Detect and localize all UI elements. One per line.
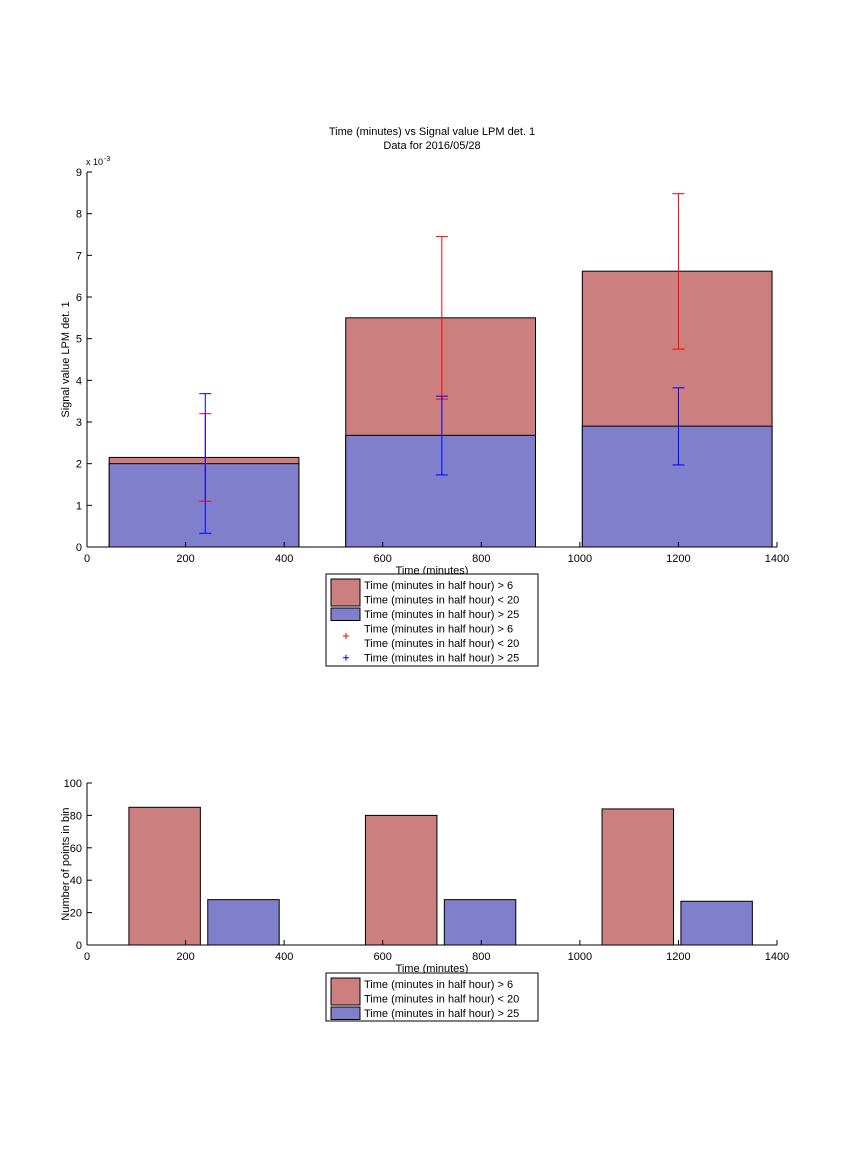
count-x-tick-label: 1200 — [666, 951, 690, 963]
y-exponent-label: x 10 — [86, 157, 103, 167]
count-y-tick-label: 80 — [70, 810, 82, 822]
legend-blue-patch — [330, 1006, 361, 1020]
count-y-tick-label: 20 — [70, 908, 82, 920]
count-y-tick-label: 100 — [64, 778, 82, 790]
legend-box — [325, 972, 539, 1022]
count-x-tick-label: 1000 — [568, 951, 592, 963]
signal-y-tick-label: 8 — [76, 209, 82, 221]
count-y-tick-label: 60 — [70, 843, 82, 855]
legend-label: Time (minutes in half hour) > 6 — [364, 580, 513, 592]
signal-x-tick-label: 1200 — [666, 553, 690, 565]
legend-box — [325, 573, 539, 667]
signal-y-tick-label: 9 — [76, 167, 82, 179]
count-x-tick-label: 600 — [374, 951, 392, 963]
signal-x-tick-label: 1000 — [568, 553, 592, 565]
bar-blue — [581, 425, 773, 548]
legend-label: Time (minutes in half hour) > 6 — [364, 624, 513, 636]
legend-label: Time (minutes in half hour) > 6 — [364, 979, 513, 991]
count-y-tick-label: 0 — [76, 940, 82, 952]
legend-red-patch — [330, 578, 361, 607]
count-bar-red — [601, 808, 674, 946]
signal-y-tick-label: 1 — [76, 500, 82, 512]
signal-y-tick-label: 7 — [76, 250, 82, 262]
signal-x-tick-label: 1400 — [765, 553, 789, 565]
count-bar-blue — [207, 899, 280, 946]
count-chart: 0 200 400 600 800 1000 1200 1400 0 20 40 60 80 100 Tim… — [60, 778, 789, 975]
legend-label: Time (minutes in half hour) > 25 — [364, 653, 519, 665]
count-y-axis-label: Number of points in bin — [60, 807, 72, 920]
signal-y-tick-label: 0 — [76, 542, 82, 554]
count-chart-legend: Time (minutes in half hour) > 6 Time (min… — [325, 972, 539, 1022]
signal-y-tick-label: 5 — [76, 334, 82, 346]
count-bar-red — [364, 814, 438, 946]
count-x-tick-label: 0 — [84, 951, 90, 963]
legend-label: Time (minutes in half hour) < 20 — [364, 994, 519, 1006]
legend-red-patch — [330, 977, 361, 1006]
signal-chart-legend: Time (minutes in half hour) > 6 Time (min… — [325, 573, 539, 667]
legend-label: Time (minutes in half hour) > 25 — [364, 609, 519, 621]
bar-blue — [108, 463, 300, 548]
signal-y-axis-label: Signal value LPM det. 1 — [60, 301, 72, 417]
signal-x-tick-label: 200 — [176, 553, 194, 565]
signal-y-tick-label: 2 — [76, 459, 82, 471]
signal-x-tick-label: 800 — [472, 553, 490, 565]
count-bar-red — [128, 806, 201, 946]
count-x-tick-label: 200 — [176, 951, 194, 963]
count-x-tick-label: 1400 — [765, 951, 789, 963]
legend-label: Time (minutes in half hour) < 20 — [364, 595, 519, 607]
signal-chart: 0 200 400 600 800 1000 1200 14000123456789Time … — [60, 156, 789, 577]
bar-blue — [345, 434, 536, 548]
count-y-tick-label: 40 — [70, 875, 82, 887]
signal-y-tick-label: 4 — [76, 375, 82, 387]
signal-x-tick-label: 600 — [374, 553, 392, 565]
count-bar-blue — [443, 899, 517, 946]
count-bar-blue — [680, 900, 753, 946]
signal-y-tick-label: 6 — [76, 292, 82, 304]
legend-label: Time (minutes in half hour) < 20 — [364, 638, 519, 650]
figure-title-line1: Time (minutes) vs Signal value LPM det. … — [329, 126, 535, 138]
y-exponent-power: -3 — [104, 156, 110, 163]
signal-x-tick-label: 400 — [275, 553, 293, 565]
count-x-tick-label: 400 — [275, 951, 293, 963]
count-x-tick-label: 800 — [472, 951, 490, 963]
count-x-axis-label: Time (minutes) — [396, 963, 469, 975]
legend-blue-patch — [330, 607, 361, 621]
signal-x-tick-label: 0 — [84, 553, 90, 565]
figure-title-line2: Data for 2016/05/28 — [383, 140, 480, 152]
signal-y-tick-label: 3 — [76, 417, 82, 429]
legend-label: Time (minutes in half hour) > 25 — [364, 1008, 519, 1020]
